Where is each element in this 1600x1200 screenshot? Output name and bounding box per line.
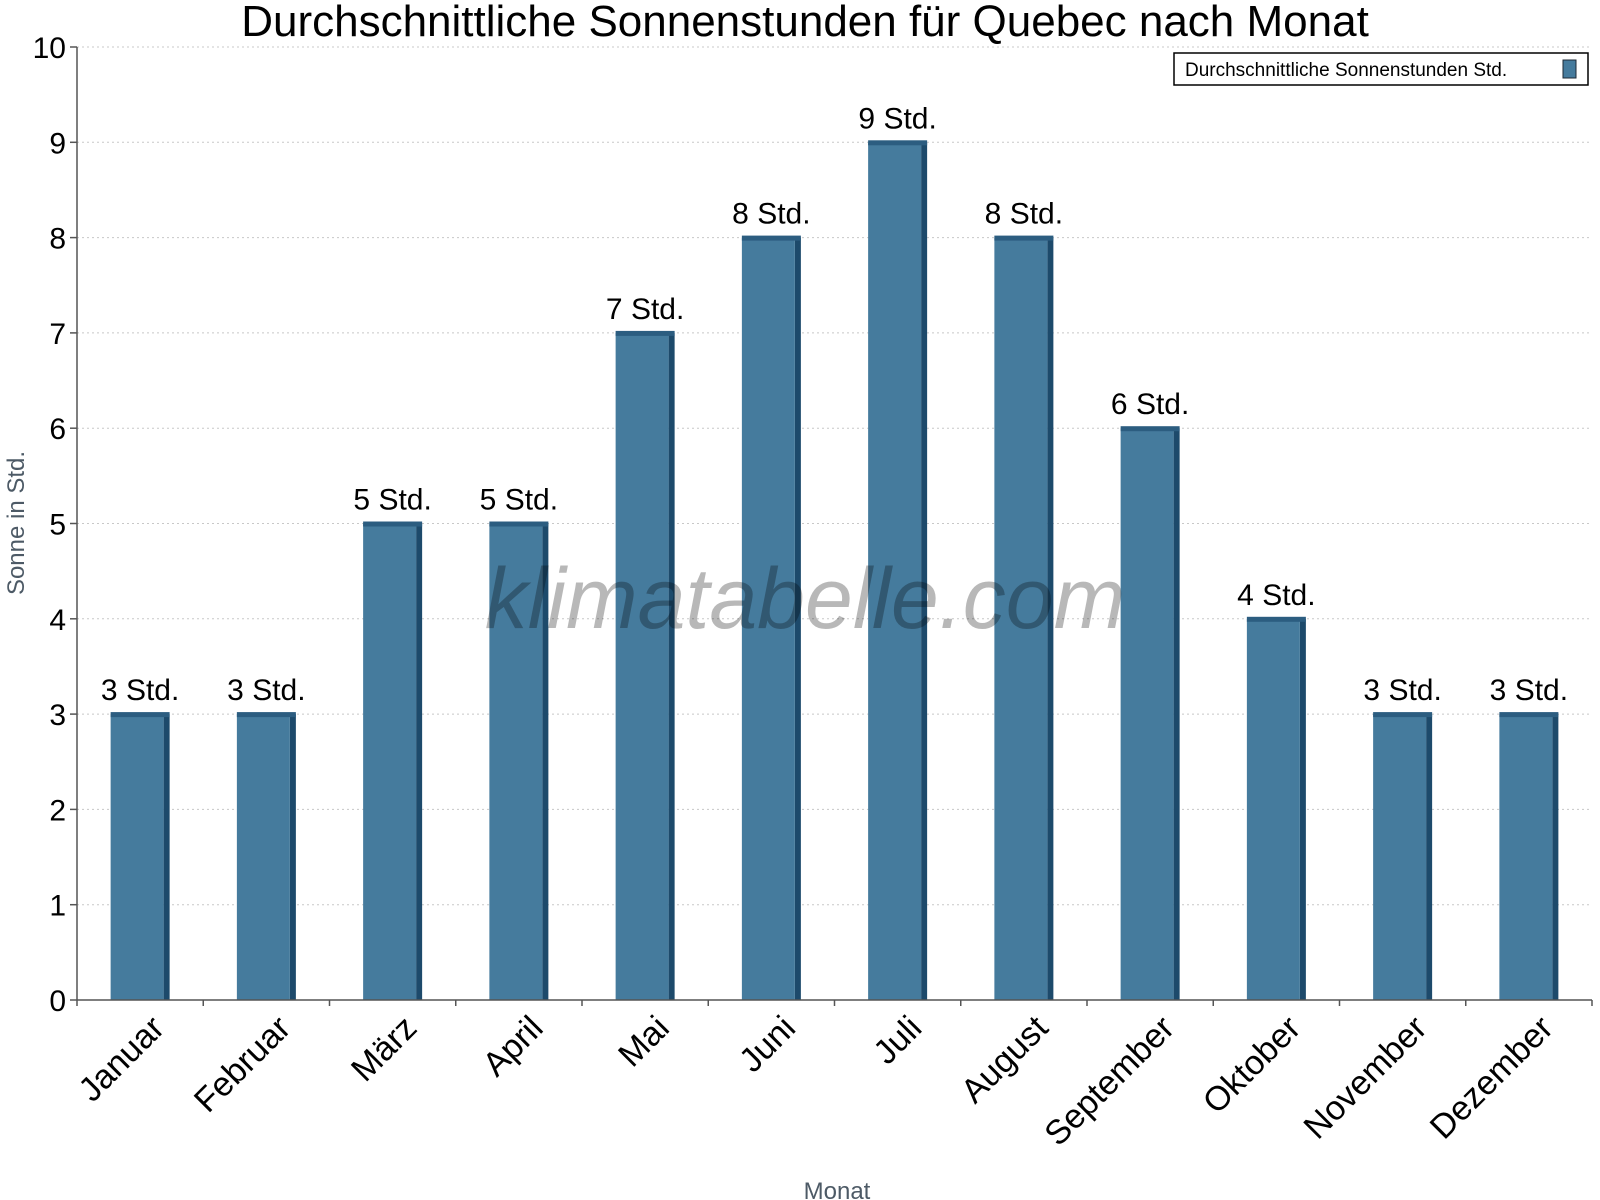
bar-top bbox=[236, 712, 296, 718]
data-label: 3 Std. bbox=[1363, 674, 1441, 707]
bar-august bbox=[994, 235, 1054, 1001]
x-tick-label: August bbox=[954, 1008, 1056, 1110]
y-tick-label: 7 bbox=[49, 318, 66, 351]
bar-oktober bbox=[1246, 616, 1306, 1000]
bar-top bbox=[615, 330, 675, 336]
bar-side bbox=[163, 714, 170, 1000]
bar-side bbox=[668, 332, 675, 1000]
bar-top bbox=[1246, 616, 1306, 622]
bar-april bbox=[489, 521, 549, 1000]
bar bbox=[868, 142, 922, 1001]
bar-mai bbox=[615, 330, 675, 1000]
data-label: 8 Std. bbox=[985, 198, 1063, 231]
y-tick-label: 9 bbox=[49, 127, 66, 160]
bar-side bbox=[1552, 714, 1559, 1000]
bar bbox=[1499, 714, 1553, 1000]
bar-top bbox=[110, 712, 170, 718]
bar-juli bbox=[868, 140, 928, 1001]
bar-top bbox=[994, 235, 1054, 241]
x-tick-label: Juli bbox=[866, 1009, 929, 1072]
data-label: 8 Std. bbox=[732, 198, 810, 231]
bar-september bbox=[1120, 426, 1180, 1000]
bar-top bbox=[363, 521, 423, 527]
bar bbox=[489, 523, 543, 1000]
bar-top bbox=[489, 521, 549, 527]
data-label: 9 Std. bbox=[858, 102, 936, 135]
bars bbox=[110, 140, 1559, 1001]
bar-top bbox=[1373, 712, 1433, 718]
x-tick-label: November bbox=[1297, 1009, 1435, 1147]
legend-swatch bbox=[1562, 59, 1577, 79]
bar bbox=[615, 332, 669, 1000]
y-tick-label: 5 bbox=[49, 509, 66, 542]
legend-box bbox=[1173, 52, 1589, 86]
x-axis-title: Monat bbox=[804, 1178, 871, 1200]
legend-label: Durchschnittliche Sonnenstunden Std. bbox=[1185, 60, 1507, 81]
bar bbox=[741, 237, 795, 1001]
y-tick-label: 10 bbox=[33, 32, 66, 65]
x-tick-label: Oktober bbox=[1196, 1009, 1308, 1121]
x-tick-label: September bbox=[1037, 1009, 1181, 1153]
y-tick-label: 0 bbox=[49, 985, 66, 1018]
x-tick-label: Februar bbox=[187, 1009, 298, 1120]
legend: Durchschnittliche Sonnenstunden Std. bbox=[1173, 52, 1589, 86]
bar-top bbox=[741, 235, 801, 241]
bar-dezember bbox=[1499, 712, 1559, 1000]
data-label: 7 Std. bbox=[606, 293, 684, 326]
bar-side bbox=[794, 237, 801, 1001]
bar-top bbox=[1499, 712, 1559, 718]
bar-side bbox=[542, 523, 549, 1000]
bar bbox=[1120, 428, 1174, 1000]
bar-top bbox=[1120, 426, 1180, 432]
y-tick-label: 3 bbox=[49, 699, 66, 732]
bar-juni bbox=[741, 235, 801, 1001]
bar-märz bbox=[363, 521, 423, 1000]
x-tick-label: Mai bbox=[611, 1009, 677, 1075]
bar-januar bbox=[110, 712, 170, 1000]
chart-title: Durchschnittliche Sonnenstunden für Queb… bbox=[241, 0, 1369, 46]
bar bbox=[110, 714, 164, 1000]
bar-side bbox=[289, 714, 296, 1000]
data-label: 5 Std. bbox=[480, 484, 558, 517]
bar-side bbox=[416, 523, 423, 1000]
bar bbox=[363, 523, 417, 1000]
y-tick-label: 4 bbox=[49, 604, 66, 637]
bar-side bbox=[921, 142, 928, 1001]
data-label: 4 Std. bbox=[1237, 579, 1315, 612]
data-label: 3 Std. bbox=[227, 674, 305, 707]
bar bbox=[1246, 618, 1300, 1000]
y-tick-label: 8 bbox=[49, 223, 66, 256]
data-label: 5 Std. bbox=[353, 484, 431, 517]
bar bbox=[994, 237, 1048, 1001]
y-tick-label: 1 bbox=[49, 890, 66, 923]
y-tick-label: 6 bbox=[49, 413, 66, 446]
y-axis-title: Sonne in Std. bbox=[3, 451, 30, 595]
x-tick-label: Januar bbox=[71, 1009, 171, 1109]
axes bbox=[70, 46, 1593, 1006]
x-tick-label: April bbox=[476, 1009, 551, 1084]
watermark: klimatabelle.com bbox=[485, 551, 1125, 647]
bar-november bbox=[1373, 712, 1433, 1000]
bar-side bbox=[1426, 714, 1433, 1000]
bar-side bbox=[1173, 428, 1180, 1000]
x-tick-label: Juni bbox=[732, 1009, 803, 1080]
y-tick-label: 2 bbox=[49, 794, 66, 827]
bar bbox=[1373, 714, 1427, 1000]
data-label: 6 Std. bbox=[1111, 388, 1189, 421]
bar bbox=[236, 714, 290, 1000]
bar-side bbox=[1299, 618, 1306, 1000]
bar-side bbox=[1047, 237, 1054, 1001]
grid bbox=[77, 46, 1592, 906]
x-tick-label: Dezember bbox=[1423, 1009, 1561, 1147]
bar-februar bbox=[236, 712, 296, 1000]
x-tick-label: März bbox=[344, 1009, 424, 1089]
data-label: 3 Std. bbox=[101, 674, 179, 707]
bar-top bbox=[868, 140, 928, 146]
data-label: 3 Std. bbox=[1490, 674, 1568, 707]
